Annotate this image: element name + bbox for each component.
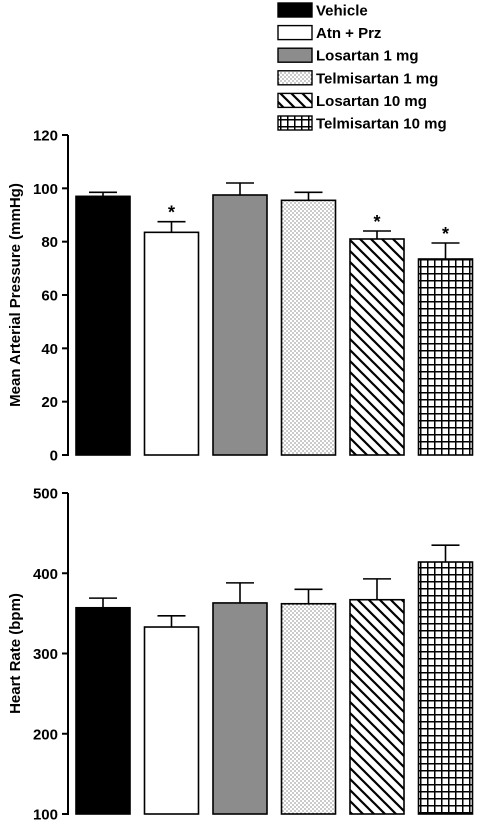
- heart-rate-chart: 100 200 300 400 500 Heart Rate (bpm): [7, 486, 474, 822]
- y-tick-label: 300: [33, 646, 58, 663]
- legend-label: Telmisartan 1 mg: [316, 70, 438, 87]
- bar-telmisartan-10-mg: [417, 258, 474, 456]
- legend-label: Atn + Prz: [316, 25, 381, 42]
- mean-arterial-pressure-chart: 0 20 40 60 80 100 120 Mean Arterial Pressure (m…: [7, 128, 474, 465]
- legend-label: Telmisartan 10 mg: [316, 116, 447, 133]
- bar-atn-prz: [143, 231, 200, 456]
- legend-label: Losartan 1 mg: [316, 48, 419, 65]
- y-tick-label: 20: [41, 394, 58, 411]
- y-tick-label: 200: [33, 726, 58, 743]
- bar-telmisartan-1-mg: [280, 199, 337, 456]
- bar-losartan-10-mg: [349, 598, 405, 815]
- significance-marker: *: [373, 212, 380, 232]
- y-tick-label: 100: [33, 807, 58, 822]
- legend-label: Losartan 10 mg: [316, 93, 427, 110]
- y-tick-label: 0: [50, 448, 58, 465]
- y-tick-label: 500: [33, 486, 58, 503]
- legend-swatch: [277, 115, 313, 131]
- legend-item-vehicle: Vehicle: [277, 2, 368, 20]
- legend-item-telmisartan-1-mg: Telmisartan 1 mg: [277, 70, 438, 87]
- legend-label: Vehicle: [316, 3, 368, 20]
- legend-swatch: [277, 24, 313, 41]
- legend-item-losartan-10-mg: Losartan 10 mg: [277, 92, 427, 110]
- bar-losartan-1-mg: [212, 194, 268, 456]
- legend-swatch: [277, 2, 313, 18]
- significance-marker: *: [168, 203, 175, 223]
- bar-telmisartan-1-mg: [280, 602, 337, 815]
- bar-losartan-1-mg: [212, 602, 268, 815]
- bar-telmisartan-10-mg: [417, 561, 474, 815]
- legend: Vehicle Atn + Prz Losartan 1 mg Telmisartan…: [277, 2, 447, 133]
- y-tick-label: 400: [33, 566, 58, 583]
- bar-vehicle: [75, 195, 131, 456]
- y-axis-title: Heart Rate (bpm): [7, 593, 24, 714]
- legend-swatch: [277, 70, 313, 86]
- legend-item-losartan-1-mg: Losartan 1 mg: [277, 47, 419, 65]
- y-tick-label: 100: [33, 181, 58, 198]
- y-axis-title: Mean Arterial Pressure (mmHg): [7, 183, 24, 407]
- bar-losartan-10-mg: [349, 238, 405, 456]
- legend-item-telmisartan-10-mg: Telmisartan 10 mg: [277, 115, 447, 133]
- legend-swatch: [277, 92, 313, 109]
- legend-swatch: [277, 47, 313, 63]
- y-tick-label: 120: [33, 128, 58, 145]
- legend-item-atn-prz: Atn + Prz: [277, 24, 381, 42]
- y-tick-label: 60: [41, 288, 58, 305]
- bar-vehicle: [75, 606, 131, 815]
- significance-marker: *: [442, 224, 449, 244]
- bar-atn-prz: [143, 626, 200, 815]
- y-tick-label: 40: [41, 341, 58, 358]
- y-tick-label: 80: [41, 234, 58, 251]
